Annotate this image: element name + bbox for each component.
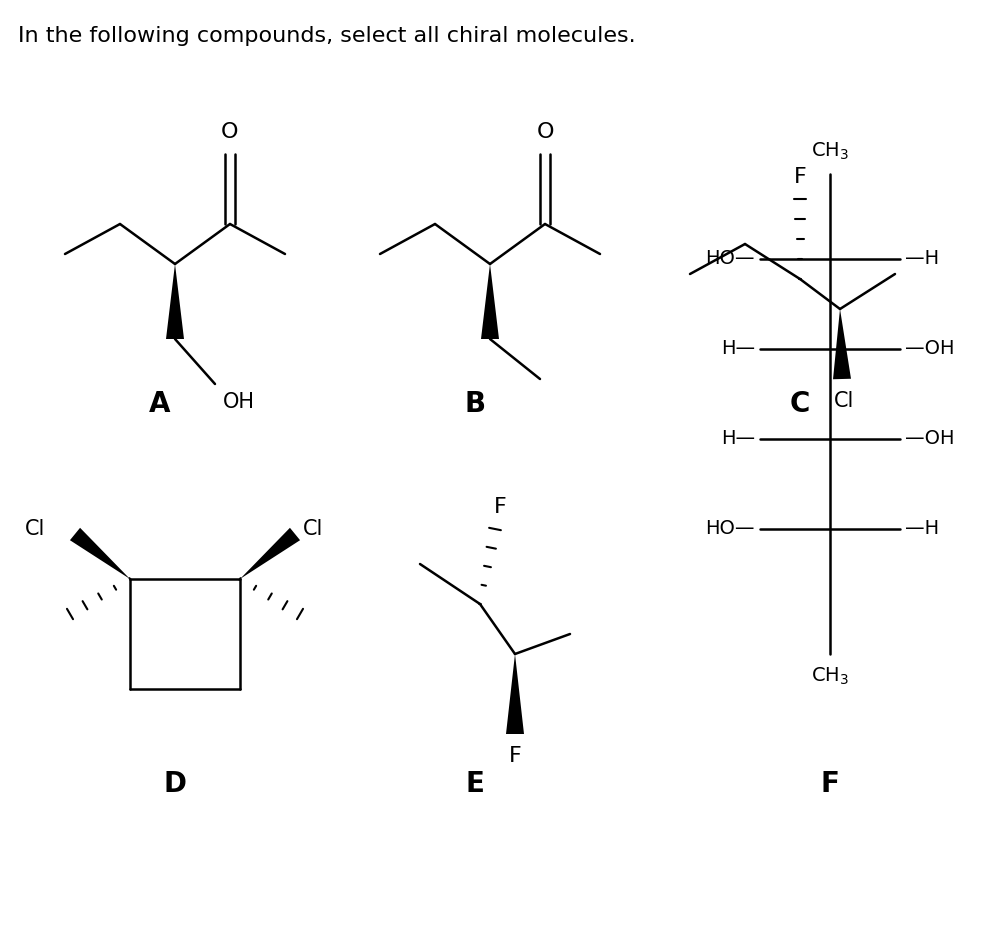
Text: E: E [465, 770, 484, 798]
Text: HO—: HO— [706, 519, 755, 539]
Text: O: O [536, 122, 554, 142]
Polygon shape [506, 654, 524, 734]
Text: D: D [164, 770, 186, 798]
Text: H—: H— [721, 430, 755, 448]
Text: Cl: Cl [303, 519, 323, 539]
Text: A: A [149, 390, 171, 418]
Text: H—: H— [721, 339, 755, 359]
Text: F: F [820, 770, 839, 798]
Polygon shape [70, 528, 130, 579]
Text: —OH: —OH [905, 430, 954, 448]
Polygon shape [481, 264, 499, 339]
Text: —H: —H [905, 519, 939, 539]
Text: In the following compounds, select all chiral molecules.: In the following compounds, select all c… [18, 26, 636, 46]
Text: HO—: HO— [706, 249, 755, 268]
Text: F: F [509, 746, 522, 766]
Text: Cl: Cl [25, 519, 45, 539]
Text: —H: —H [905, 249, 939, 268]
Polygon shape [240, 528, 300, 579]
Text: CH$_3$: CH$_3$ [811, 141, 849, 162]
Text: Cl: Cl [834, 391, 854, 411]
Text: C: C [790, 390, 810, 418]
Polygon shape [166, 264, 184, 339]
Text: B: B [464, 390, 485, 418]
Text: F: F [494, 497, 507, 517]
Polygon shape [833, 309, 851, 379]
Text: O: O [221, 122, 239, 142]
Text: F: F [794, 167, 807, 187]
Text: —OH: —OH [905, 339, 954, 359]
Text: OH: OH [223, 392, 255, 412]
Text: CH$_3$: CH$_3$ [811, 666, 849, 687]
